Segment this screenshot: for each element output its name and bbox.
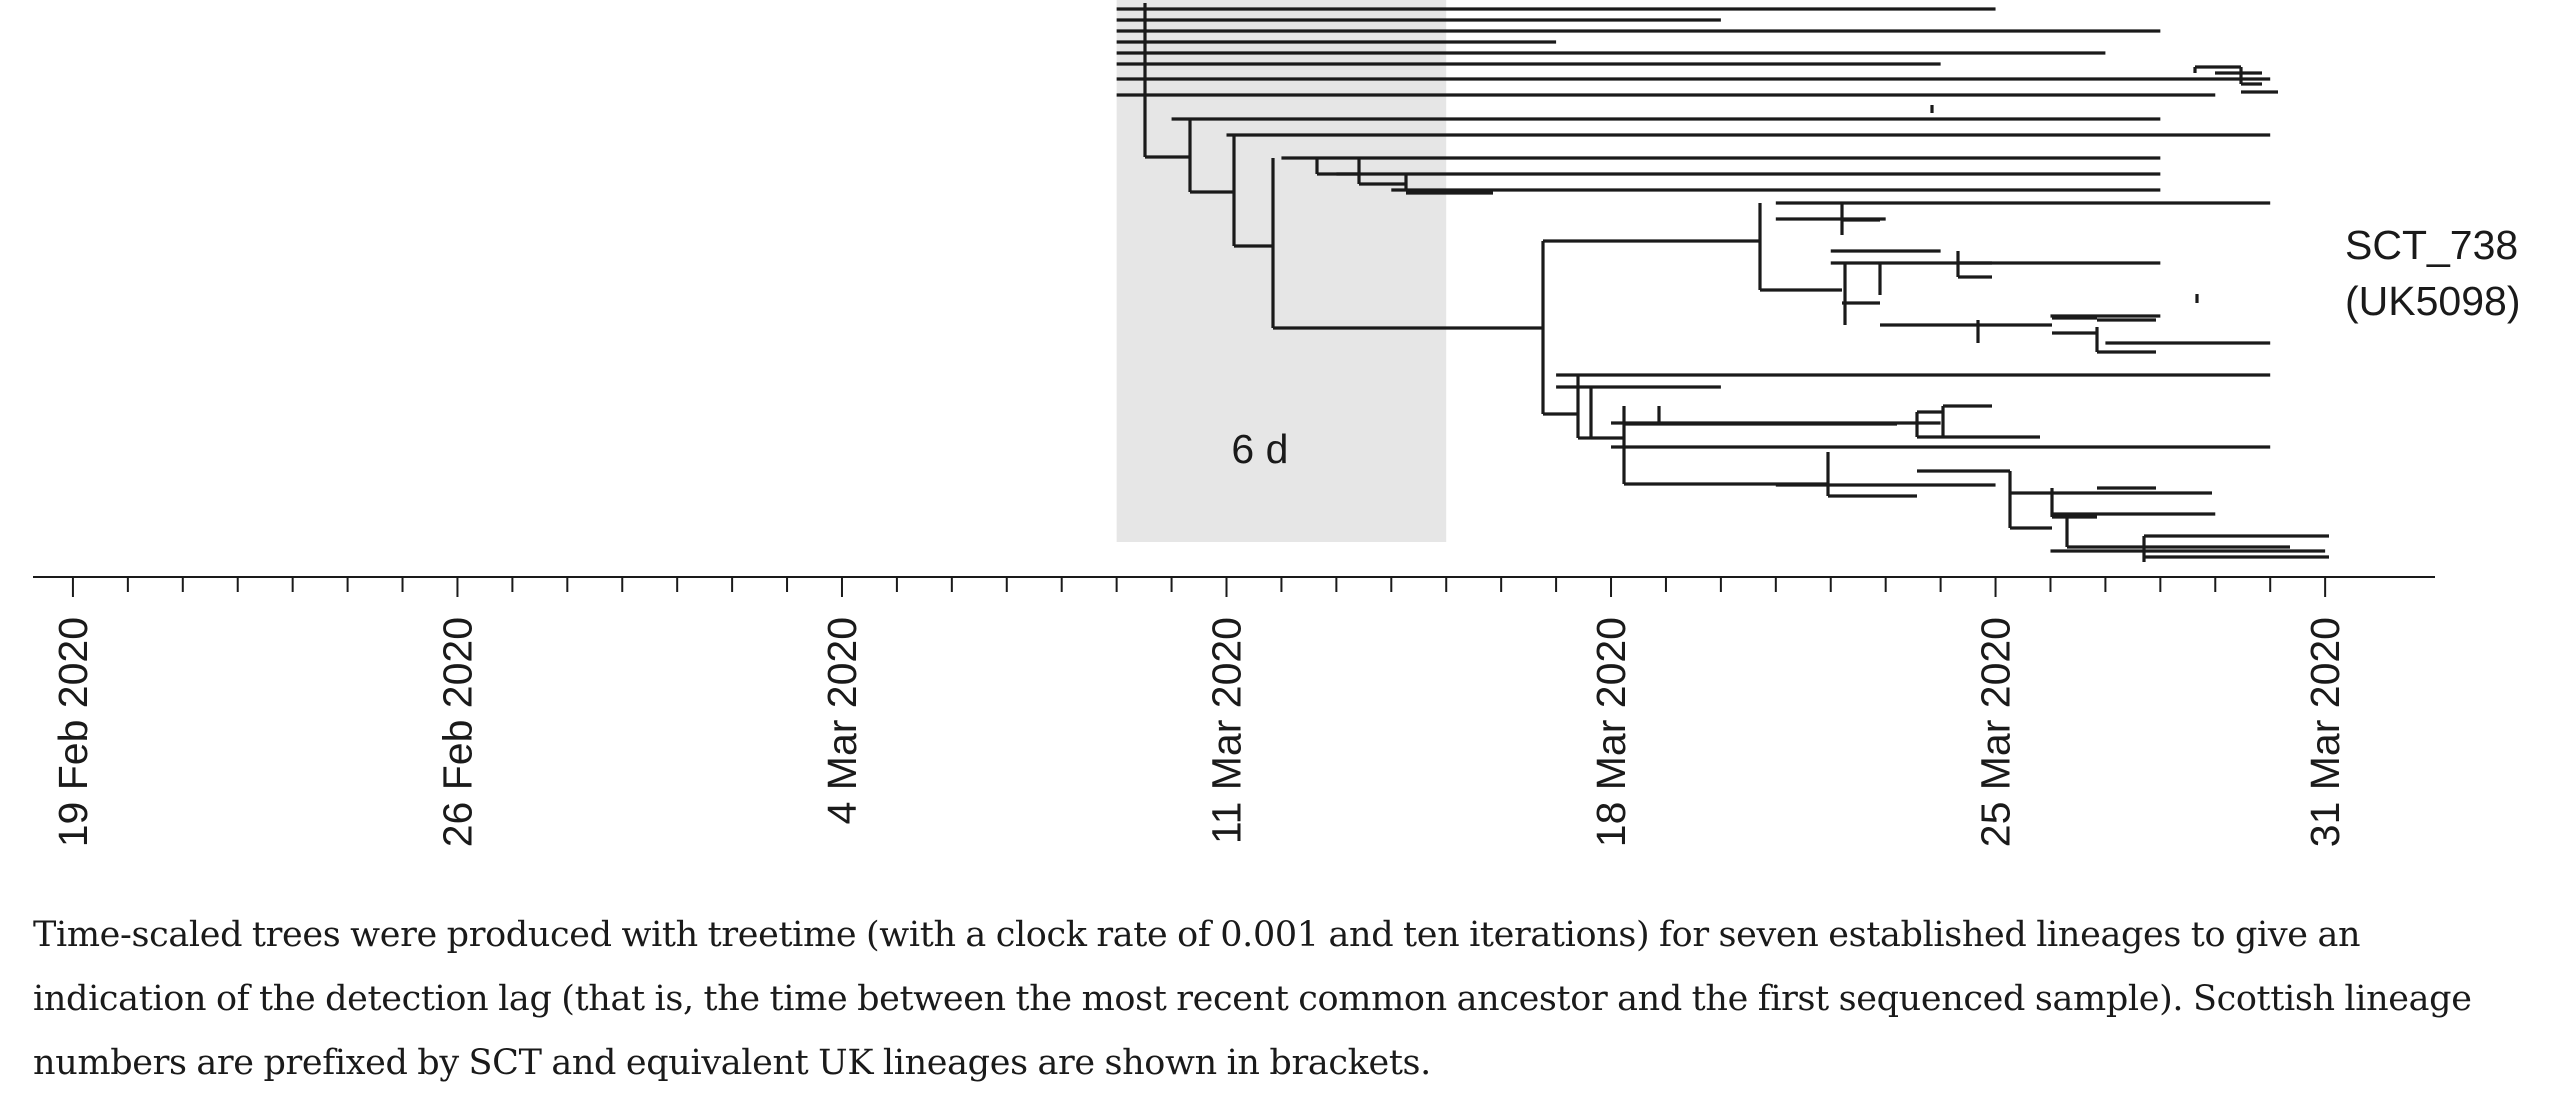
x-tick-label: 18 Mar 2020 <box>1588 617 1634 847</box>
x-tick-label: 25 Mar 2020 <box>1973 617 2019 847</box>
lineage-label-sct: SCT_738 <box>2345 222 2518 268</box>
x-tick-label: 26 Feb 2020 <box>434 617 480 847</box>
x-tick-label: 4 Mar 2020 <box>819 617 865 824</box>
x-axis: 19 Feb 2020 26 Feb 2020 4 Mar 2020 11 Mar 2… <box>33 576 2435 847</box>
x-tick-label: 19 Feb 2020 <box>50 617 96 847</box>
x-tick-label: 11 Mar 2020 <box>1204 617 1250 844</box>
x-tick-label: 31 Mar 2020 <box>2302 617 2348 847</box>
phylogenetic-time-tree: 6 d SCT_738 (UK5098) 19 Feb 2020 26 Feb 2… <box>33 0 2520 847</box>
figure-caption: Time-scaled trees were produced with tre… <box>33 915 2472 1083</box>
tree-branches <box>1116 3 2329 562</box>
detection-lag-label: 6 d <box>1231 426 1288 472</box>
lineage-label-uk: (UK5098) <box>2345 278 2520 324</box>
detection-lag-shading <box>1116 0 1447 542</box>
